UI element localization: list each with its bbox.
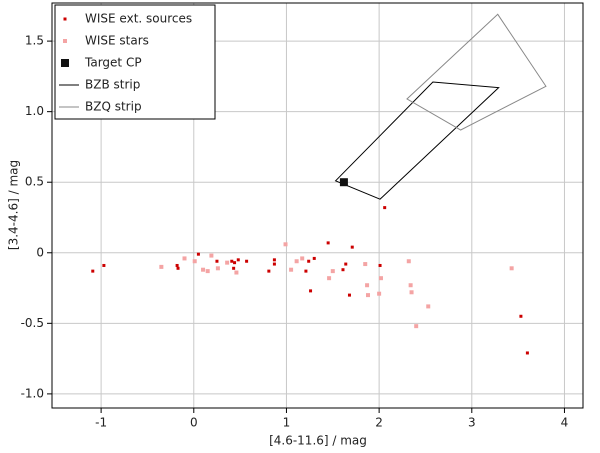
legend-swatch [63, 17, 67, 21]
point [294, 259, 299, 264]
y-tick-label: 0.5 [25, 175, 44, 189]
legend-label: Target CP [84, 56, 142, 70]
point [378, 263, 382, 267]
point [289, 267, 294, 272]
point [408, 283, 413, 288]
point [406, 259, 411, 264]
legend-label: WISE stars [85, 34, 149, 48]
x-tick-label: 4 [561, 416, 569, 430]
legend-label: BZB strip [85, 78, 140, 92]
point [300, 256, 305, 261]
point [347, 293, 351, 297]
point [236, 258, 240, 262]
point [234, 270, 239, 275]
x-tick-label: 1 [283, 416, 291, 430]
point [365, 283, 370, 288]
point [426, 304, 431, 309]
point [519, 314, 523, 318]
point [330, 269, 335, 274]
point [344, 262, 348, 266]
point [245, 259, 249, 263]
point [350, 245, 354, 249]
y-tick-label: -1.0 [21, 386, 44, 400]
point [182, 256, 187, 261]
legend-swatch [63, 39, 67, 43]
point [232, 266, 236, 270]
strip [334, 81, 500, 200]
legend-label: WISE ext. sources [85, 12, 192, 26]
point [363, 262, 368, 267]
y-tick-label: -0.5 [21, 316, 44, 330]
point [215, 266, 220, 271]
point [205, 269, 210, 274]
strip [406, 13, 547, 131]
point [378, 276, 383, 281]
x-axis-label: [4.6-11.6] / mag [269, 434, 367, 448]
point [307, 259, 311, 263]
point [326, 241, 330, 245]
point [366, 293, 371, 298]
point [304, 269, 308, 273]
point [339, 178, 348, 187]
x-tick-label: 0 [190, 416, 198, 430]
y-tick-label: 1.0 [25, 104, 44, 118]
point [175, 263, 179, 267]
point [159, 264, 164, 269]
legend-swatch [61, 59, 69, 67]
point [225, 260, 230, 265]
point [201, 267, 206, 272]
point [91, 269, 95, 273]
point [341, 268, 345, 272]
point [383, 206, 387, 210]
point [509, 266, 514, 271]
point [312, 256, 316, 260]
point [196, 252, 200, 256]
x-tick-label: 2 [375, 416, 383, 430]
point [409, 290, 414, 295]
point [327, 276, 332, 281]
y-tick-label: 0 [36, 245, 44, 259]
point [272, 262, 276, 266]
point [102, 263, 106, 267]
point [414, 324, 419, 329]
point [377, 291, 382, 296]
point [230, 259, 234, 263]
y-tick-label: 1.5 [25, 34, 44, 48]
x-tick-label: 3 [468, 416, 476, 430]
plot-frame [51, 2, 584, 409]
legend-label: BZQ strip [85, 100, 142, 114]
point [192, 259, 197, 264]
point [283, 242, 288, 247]
point [215, 259, 219, 263]
x-tick-label: -1 [95, 416, 107, 430]
legend-box [54, 4, 216, 120]
point [233, 261, 237, 265]
point [525, 351, 529, 355]
y-axis-label: [3.4-4.6] / mag [7, 160, 21, 250]
point [209, 253, 214, 258]
point [176, 266, 180, 270]
point [267, 269, 271, 273]
point [272, 258, 276, 262]
point [309, 289, 313, 293]
